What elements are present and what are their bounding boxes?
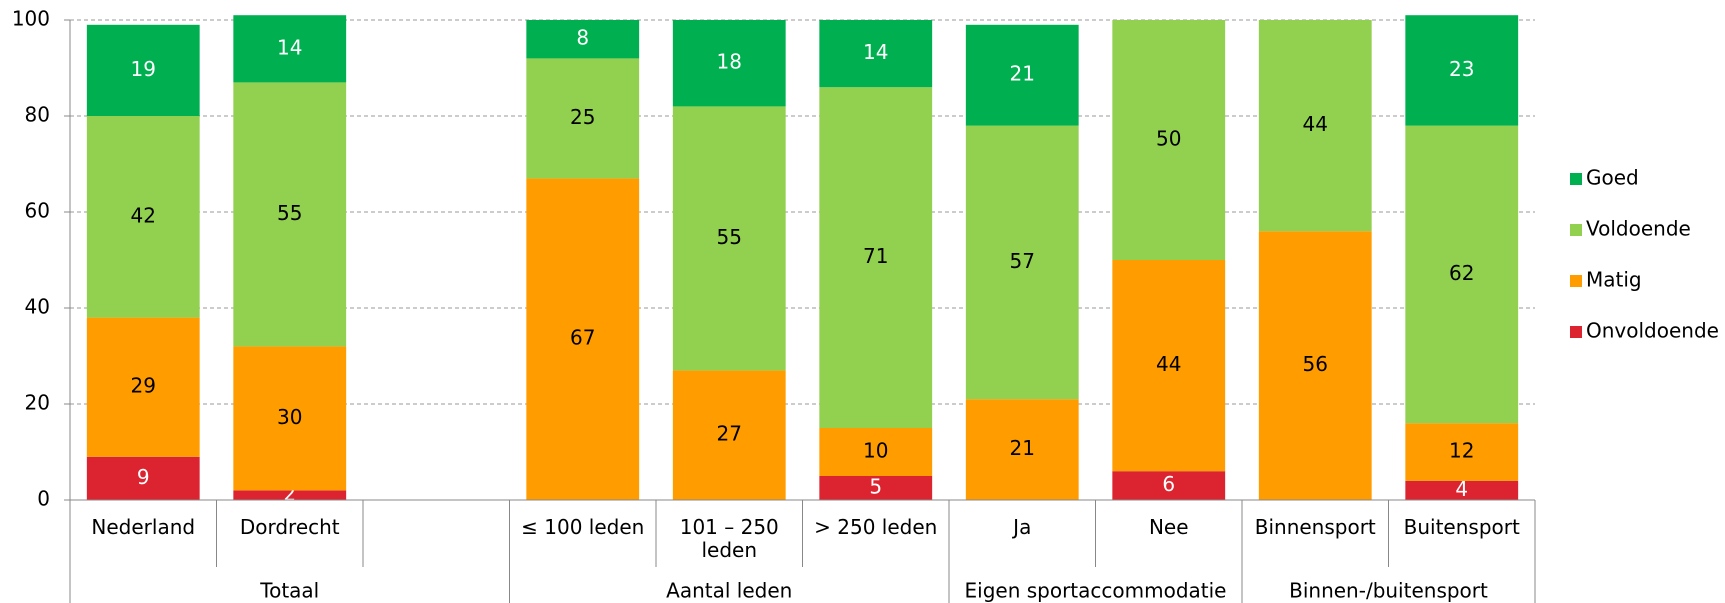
data-label: 44	[1156, 352, 1181, 376]
data-label: 55	[717, 225, 742, 249]
x-tick-label: > 250 leden	[814, 515, 938, 539]
bar-segment	[233, 15, 347, 83]
x-tick-label: Binnensport	[1254, 515, 1376, 539]
bar-segment	[86, 317, 200, 457]
data-label: 57	[1010, 249, 1035, 273]
data-label: 9	[137, 465, 150, 489]
bar-segment	[965, 24, 1079, 126]
data-label: 67	[570, 326, 595, 350]
data-label: 5	[869, 475, 882, 499]
data-label: 29	[131, 374, 156, 398]
data-label: 55	[277, 201, 302, 225]
y-tick-label: 0	[37, 487, 50, 511]
legend-swatch	[1570, 275, 1582, 287]
bar-segment	[1112, 260, 1226, 472]
data-label: 14	[277, 35, 302, 59]
bar-segment	[819, 20, 933, 88]
data-label: 30	[277, 405, 302, 429]
x-tick-label: Ja	[1013, 515, 1032, 539]
legend-swatch	[1570, 326, 1582, 338]
bar-segment	[819, 87, 933, 428]
group-label: Eigen sportaccommodatie	[965, 579, 1227, 603]
data-label: 23	[1449, 57, 1474, 81]
bar-segment	[1112, 471, 1226, 500]
data-label: 42	[131, 203, 156, 227]
data-label: 19	[131, 57, 156, 81]
data-label: 27	[717, 422, 742, 446]
bar-segment	[1405, 423, 1519, 481]
data-label: 21	[1010, 62, 1035, 86]
bar-segment	[672, 20, 786, 107]
y-tick-label: 40	[25, 295, 50, 319]
group-label: Binnen-/buitensport	[1289, 579, 1488, 603]
bar-segment	[233, 490, 347, 500]
bar-segment	[965, 399, 1079, 500]
data-label: 25	[570, 105, 595, 129]
bar-segment	[672, 106, 786, 371]
x-tick-label: Nederland	[91, 515, 196, 539]
data-label: 18	[717, 50, 742, 74]
bar-segment	[965, 125, 1079, 400]
data-label: 14	[863, 40, 888, 64]
data-label: 4	[1455, 477, 1468, 501]
bar-segment	[526, 178, 640, 500]
bar-segment	[526, 20, 640, 59]
y-tick-label: 20	[25, 391, 50, 415]
data-label: 62	[1449, 261, 1474, 285]
group-label: Totaal	[259, 579, 319, 603]
bar-segment	[86, 24, 200, 116]
x-tick-label: 101 – 250 leden	[679, 515, 779, 562]
legend-label: Matig	[1586, 268, 1642, 292]
bar-segment	[1405, 125, 1519, 424]
data-label: 44	[1303, 112, 1328, 136]
legend-label: Goed	[1586, 166, 1639, 190]
legend-swatch	[1570, 224, 1582, 236]
bar-segment	[1258, 231, 1372, 500]
bar-segment	[233, 346, 347, 491]
data-label: 50	[1156, 127, 1181, 151]
data-label: 71	[863, 244, 888, 268]
data-label: 6	[1162, 472, 1175, 496]
bar-segment	[1112, 20, 1226, 260]
bar-segment	[86, 456, 200, 500]
legend-swatch	[1570, 173, 1582, 185]
bar-segment	[819, 476, 933, 500]
legend-label: Onvoldoende	[1586, 319, 1719, 343]
x-tick-label: ≤ 100 leden	[521, 515, 645, 539]
bar-segment	[672, 370, 786, 500]
bar-segment	[1405, 480, 1519, 500]
y-tick-label: 80	[25, 103, 50, 127]
data-label: 12	[1449, 439, 1474, 463]
bar-segment	[1405, 15, 1519, 126]
y-tick-label: 100	[12, 7, 50, 31]
bar-segment	[86, 116, 200, 318]
x-tick-label: Buitensport	[1403, 515, 1520, 539]
x-tick-label: Nee	[1148, 515, 1189, 539]
legend-label: Voldoende	[1586, 217, 1691, 241]
data-label: 10	[863, 439, 888, 463]
data-label: 8	[576, 26, 589, 50]
bar-segment	[819, 428, 933, 476]
y-tick-label: 60	[25, 199, 50, 223]
bar-segment	[1258, 20, 1372, 232]
group-label: Aantal leden	[666, 579, 792, 603]
bar-segment	[526, 58, 640, 179]
data-label: 21	[1010, 436, 1035, 460]
bar-segment	[233, 82, 347, 347]
data-label: 56	[1303, 352, 1328, 376]
x-tick-label: Dordrecht	[239, 515, 340, 539]
